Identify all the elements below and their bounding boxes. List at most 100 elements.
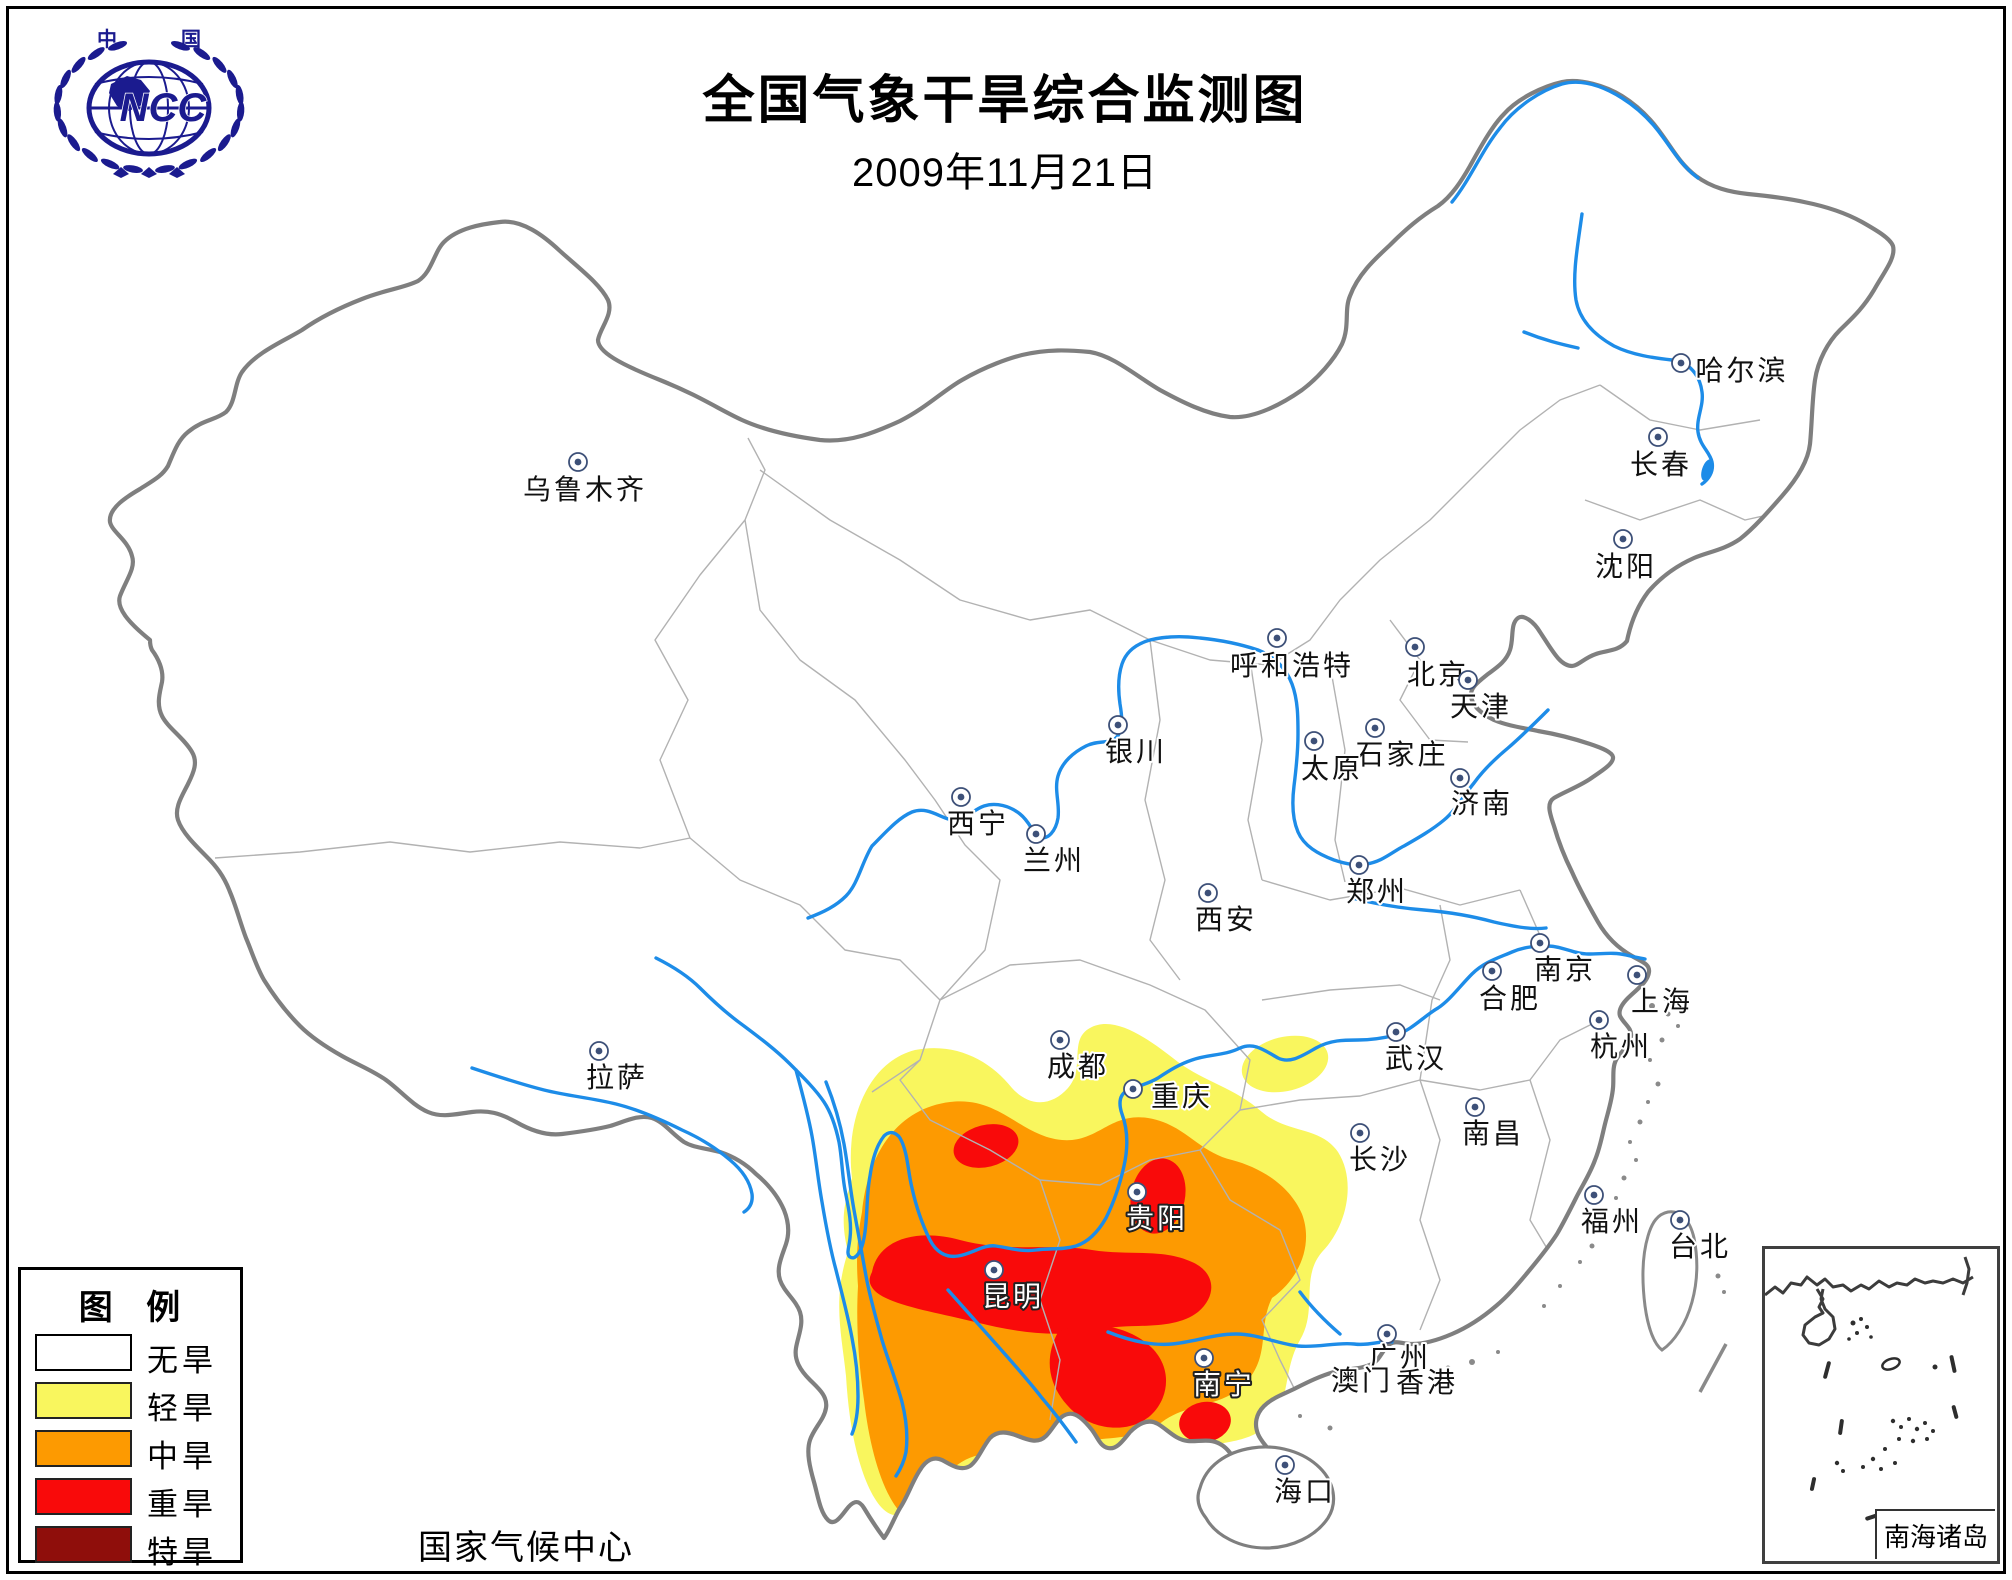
river-pearl-branch: [1298, 1290, 1342, 1336]
city-marker-dot: [990, 1266, 998, 1274]
city-marker-dot: [1676, 1216, 1684, 1224]
wreath-leaf: [227, 69, 238, 89]
city-label: 武汉: [1385, 1043, 1447, 1075]
legend-title: 图 例: [78, 1289, 193, 1327]
rivers-layer: [470, 80, 1715, 1478]
city-label: 太原: [1301, 753, 1363, 785]
inset-taiwan-edge: [1961, 1256, 1971, 1296]
river-huai: [1350, 896, 1548, 931]
city-石家庄: 石家庄: [1353, 718, 1448, 773]
inset-coastline: [1764, 1275, 1974, 1297]
city-marker-dot: [1633, 971, 1641, 979]
wreath-base: [113, 167, 129, 178]
page-title: 全国气象干旱综合监测图: [702, 72, 1308, 130]
river-pearl: [1106, 1330, 1394, 1349]
drought-area-severe-kunming: [869, 1235, 1212, 1334]
city-marker-dot: [1114, 721, 1122, 729]
city-label: 昆明: [982, 1282, 1044, 1313]
city-label: 成都: [1047, 1051, 1109, 1083]
legend-row: 中旱: [21, 1425, 240, 1474]
inset-map: [1764, 1256, 1974, 1521]
city-marker-dot: [1281, 1461, 1289, 1469]
page-date: 2009年11月21日: [852, 151, 1158, 195]
city-marker-dot: [1536, 939, 1544, 947]
city-marker-dot: [1310, 737, 1318, 745]
river-amur: [1450, 80, 1700, 204]
songhua-lake: [1701, 459, 1713, 481]
city-marker-dot: [1383, 1330, 1391, 1338]
logo-cn-left: 中: [97, 27, 117, 51]
city-长春: 长春: [1628, 427, 1691, 483]
legend-label: 无旱: [147, 1343, 217, 1378]
city-太原: 太原: [1299, 731, 1363, 787]
river-tsangpo: [470, 1066, 754, 1214]
city-label: 西安: [1195, 904, 1257, 936]
city-label: 银川: [1105, 736, 1167, 768]
city-label: 广州: [1369, 1342, 1431, 1374]
city-香港: 香港: [1394, 1365, 1457, 1401]
city-长沙: 长沙: [1347, 1123, 1411, 1178]
wreath-leaf: [170, 41, 190, 51]
city-上海: 上海: [1627, 965, 1693, 1020]
legend-items: 无旱 轻旱 中旱 重旱 特旱: [21, 1329, 240, 1570]
wreath-base: [169, 167, 185, 178]
legend: 图 例 无旱 轻旱 中旱 重旱 特旱: [18, 1267, 243, 1570]
city-贵阳: 贵阳: [1124, 1182, 1188, 1237]
city-marker-dot: [1392, 1028, 1400, 1036]
legend-swatch: [35, 1382, 132, 1419]
city-label: 贵阳: [1126, 1203, 1188, 1235]
city-南宁: 南宁: [1191, 1348, 1254, 1403]
city-label: 合肥: [1479, 983, 1541, 1015]
wreath-leaf: [155, 165, 175, 173]
legend-label: 重旱: [147, 1487, 217, 1522]
city-marker-dot: [1654, 433, 1662, 441]
city-沈阳: 沈阳: [1593, 529, 1656, 585]
city-label: 天津: [1450, 692, 1512, 723]
wreath-leaf: [100, 158, 120, 170]
river-nen: [1522, 330, 1580, 350]
legend-swatch: [35, 1334, 132, 1371]
wreath-leaf: [217, 134, 231, 152]
city-福州: 福州: [1579, 1185, 1642, 1240]
city-marker-dot: [1411, 643, 1419, 651]
city-marker-dot: [1356, 1129, 1364, 1137]
city-label: 南京: [1534, 954, 1596, 986]
logo-cn-right: 国: [181, 29, 201, 51]
wreath-leaf: [57, 118, 68, 138]
logo-china-shape: [109, 76, 150, 111]
legend-swatch: [35, 1430, 132, 1467]
wreath-leaf: [230, 118, 241, 138]
city-哈尔滨: 哈尔滨: [1671, 353, 1788, 389]
city-label: 长沙: [1349, 1144, 1411, 1176]
city-郑州: 郑州: [1344, 855, 1407, 910]
city-label: 重庆: [1151, 1081, 1213, 1113]
legend-label: 中旱: [147, 1439, 217, 1474]
boundary-tick-line: [1698, 1343, 1728, 1393]
city-成都: 成都: [1045, 1030, 1109, 1085]
city-重庆: 重庆: [1123, 1079, 1213, 1115]
source-text: 国家气候中心: [418, 1529, 634, 1567]
city-西宁: 西宁: [945, 787, 1008, 842]
wreath-leaf: [200, 148, 217, 163]
inset-islands: [1809, 1317, 1959, 1521]
city-marker-dot: [957, 793, 965, 801]
inset-leizhou-hainan: [1801, 1288, 1837, 1347]
wreath-leaf: [60, 69, 71, 89]
city-marker-dot: [1471, 1103, 1479, 1111]
drought-area-severe-nanning: [1179, 1401, 1231, 1443]
wreath-leaf: [71, 56, 86, 73]
taiwan-island: [1641, 1210, 1699, 1352]
city-西安: 西安: [1193, 883, 1257, 938]
legend-label: 特旱: [147, 1535, 217, 1570]
river-salween: [794, 1068, 860, 1436]
city-label: 海口: [1274, 1476, 1336, 1508]
wreath-leaf: [212, 56, 227, 73]
city-label: 上海: [1631, 986, 1693, 1018]
city-昆明: 昆明: [980, 1260, 1044, 1315]
city-marker-dot: [1204, 889, 1212, 897]
city-杭州: 杭州: [1588, 1010, 1651, 1065]
city-南昌: 南昌: [1460, 1097, 1523, 1152]
